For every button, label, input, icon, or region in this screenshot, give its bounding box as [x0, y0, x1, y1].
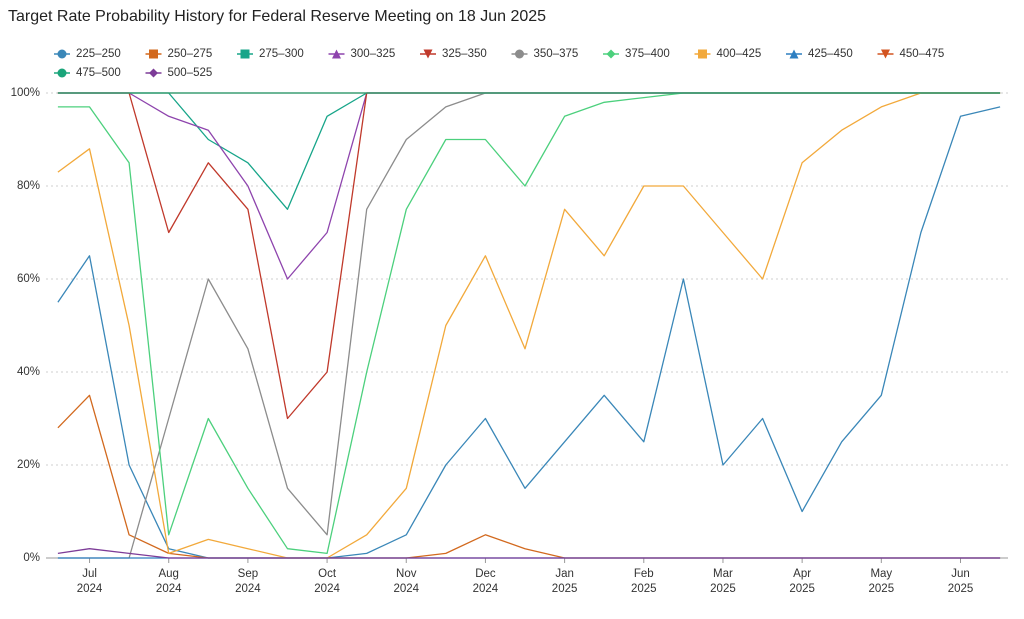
- chart-title: Target Rate Probability History for Fede…: [8, 8, 546, 25]
- legend-item: 500–525: [145, 67, 213, 79]
- legend-label: 500–525: [168, 67, 213, 79]
- legend-item: 400–425: [694, 48, 762, 60]
- series-line: [57, 394, 1001, 559]
- legend-label: 225–250: [76, 48, 121, 60]
- series-line: [57, 92, 1001, 559]
- legend-marker: [423, 49, 433, 59]
- legend-label: 250–275: [168, 48, 213, 60]
- legend-marker: [57, 49, 67, 59]
- legend-label: 400–425: [717, 48, 762, 60]
- legend-label: 375–400: [625, 48, 670, 60]
- legend-label: 275–300: [259, 48, 304, 60]
- legend-item: 275–300: [237, 48, 304, 60]
- x-tick-label: Oct 2024: [314, 568, 340, 595]
- legend-label: 325–350: [442, 48, 487, 60]
- legend-item: 425–450: [786, 48, 853, 60]
- legend-item: 475–500: [54, 67, 121, 79]
- legend-label: 450–475: [900, 48, 945, 60]
- legend-item: 325–350: [420, 48, 487, 60]
- legend-label: 350–375: [534, 48, 579, 60]
- series-line: [57, 92, 1001, 420]
- legend-label: 300–325: [351, 48, 396, 60]
- legend-marker: [881, 49, 890, 59]
- legend-label: 425–450: [808, 48, 853, 60]
- legend-item: 350–375: [511, 48, 579, 60]
- legend-marker: [332, 49, 341, 59]
- legend-item: 225–250: [54, 48, 121, 60]
- x-tick-label: Sep 2024: [235, 568, 261, 595]
- y-tick-label: 80%: [17, 180, 40, 192]
- x-tick-label: Mar 2025: [710, 568, 736, 595]
- y-tick-label: 0%: [23, 552, 40, 564]
- legend-item: 450–475: [877, 48, 945, 60]
- x-tick-label: Dec 2024: [472, 568, 499, 595]
- legend-marker: [149, 49, 158, 59]
- legend-marker: [57, 68, 67, 78]
- x-tick-label: Jun 2025: [947, 568, 974, 595]
- x-tick-label: May 2025: [868, 568, 895, 595]
- legend-item: 300–325: [328, 48, 396, 60]
- legend-marker: [606, 49, 616, 59]
- x-tick-label: Aug 2024: [155, 568, 182, 595]
- y-tick-label: 20%: [17, 459, 40, 471]
- x-tick-label: Feb 2025: [630, 568, 657, 595]
- series-line: [57, 548, 1001, 559]
- series-line: [57, 92, 1001, 559]
- y-tick-label: 60%: [17, 273, 40, 285]
- legend-marker: [698, 49, 707, 59]
- legend-marker: [789, 49, 799, 59]
- y-tick-label: 100%: [11, 87, 40, 99]
- legend-marker: [240, 49, 250, 59]
- legend-marker: [515, 49, 524, 59]
- y-tick-label: 40%: [17, 366, 40, 378]
- legend-item: 250–275: [145, 48, 213, 60]
- x-tick-label: Nov 2024: [393, 568, 420, 595]
- x-tick-label: Jul 2024: [76, 568, 103, 595]
- legend-item: 375–400: [603, 48, 670, 60]
- legend-label: 475–500: [76, 67, 121, 79]
- x-tick-label: Jan 2025: [551, 568, 578, 595]
- series-line: [57, 92, 1001, 210]
- legend-marker: [149, 68, 158, 78]
- x-tick-label: Apr 2025: [789, 568, 815, 595]
